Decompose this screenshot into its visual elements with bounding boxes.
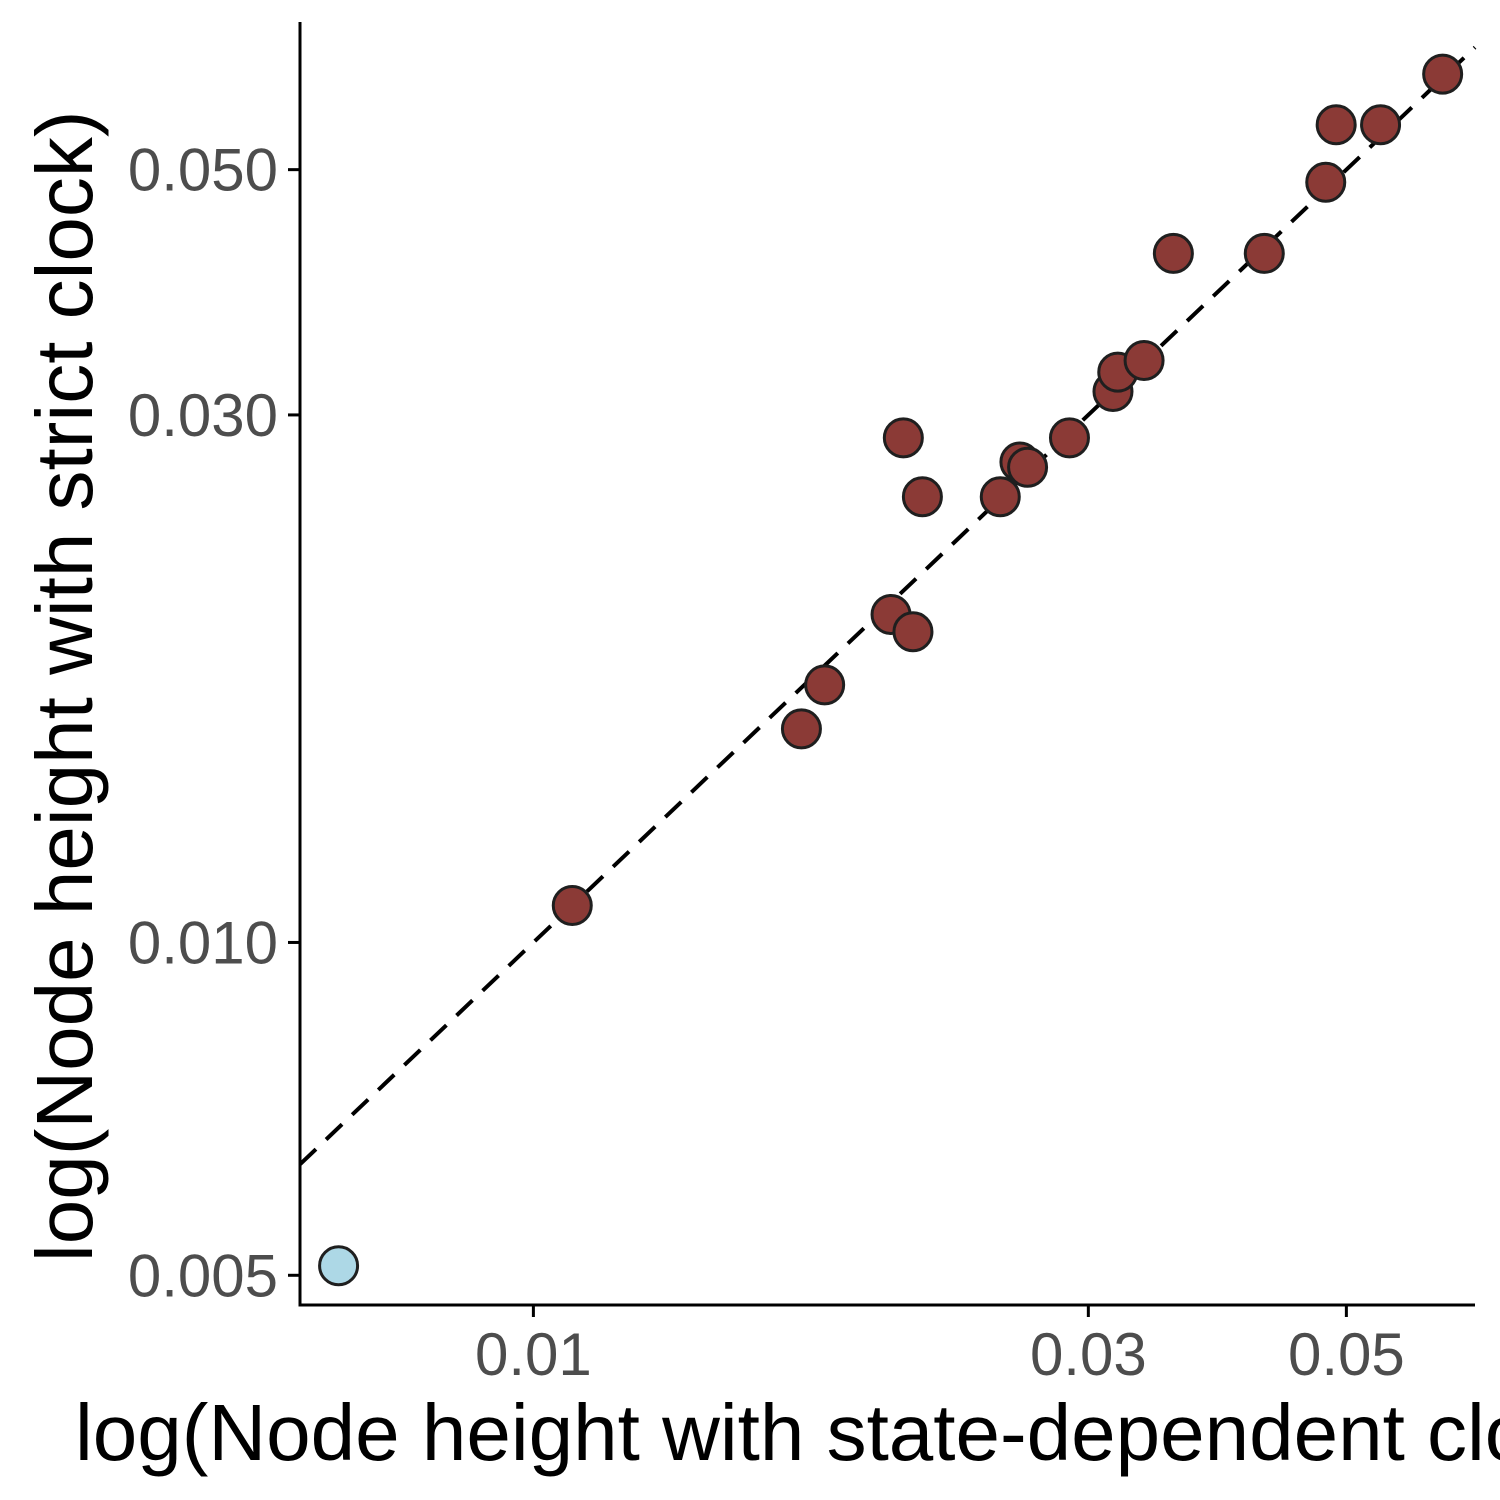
- data-point: [1048, 417, 1090, 459]
- data-point: [1007, 446, 1049, 488]
- data-point: [1123, 340, 1165, 382]
- y-tick-label: 0.050: [128, 137, 278, 204]
- data-point: [1360, 104, 1402, 146]
- y-tick-label: 0.030: [128, 382, 278, 449]
- data-point: [1422, 53, 1464, 95]
- x-tick-label: 0.01: [475, 1321, 592, 1388]
- data-point: [901, 476, 943, 518]
- y-tick-label: 0.005: [128, 1242, 278, 1309]
- data-point: [1305, 161, 1347, 203]
- data-point: [892, 611, 934, 653]
- x-tick-label: 0.05: [1288, 1321, 1405, 1388]
- points-layer: [318, 53, 1464, 1287]
- data-point: [804, 664, 846, 706]
- ticks-layer: 0.01 0.03 0.05 0.005 0.010 0.030 0.050: [128, 137, 1405, 1388]
- data-point: [780, 708, 822, 750]
- data-point: [1315, 104, 1357, 146]
- data-point: [882, 417, 924, 459]
- axes-layer: [298, 22, 1475, 1307]
- x-tick-label: 0.03: [1030, 1321, 1147, 1388]
- x-axis-title: log(Node height with state-dependent clo…: [75, 1388, 1500, 1477]
- data-point: [979, 476, 1021, 518]
- data-point: [1152, 232, 1194, 274]
- data-point: [551, 885, 593, 927]
- data-point: [1243, 232, 1285, 274]
- y-axis-title: log(Node height with strict clock): [20, 110, 109, 1262]
- y-tick-label: 0.010: [128, 909, 278, 976]
- data-point: [318, 1245, 360, 1287]
